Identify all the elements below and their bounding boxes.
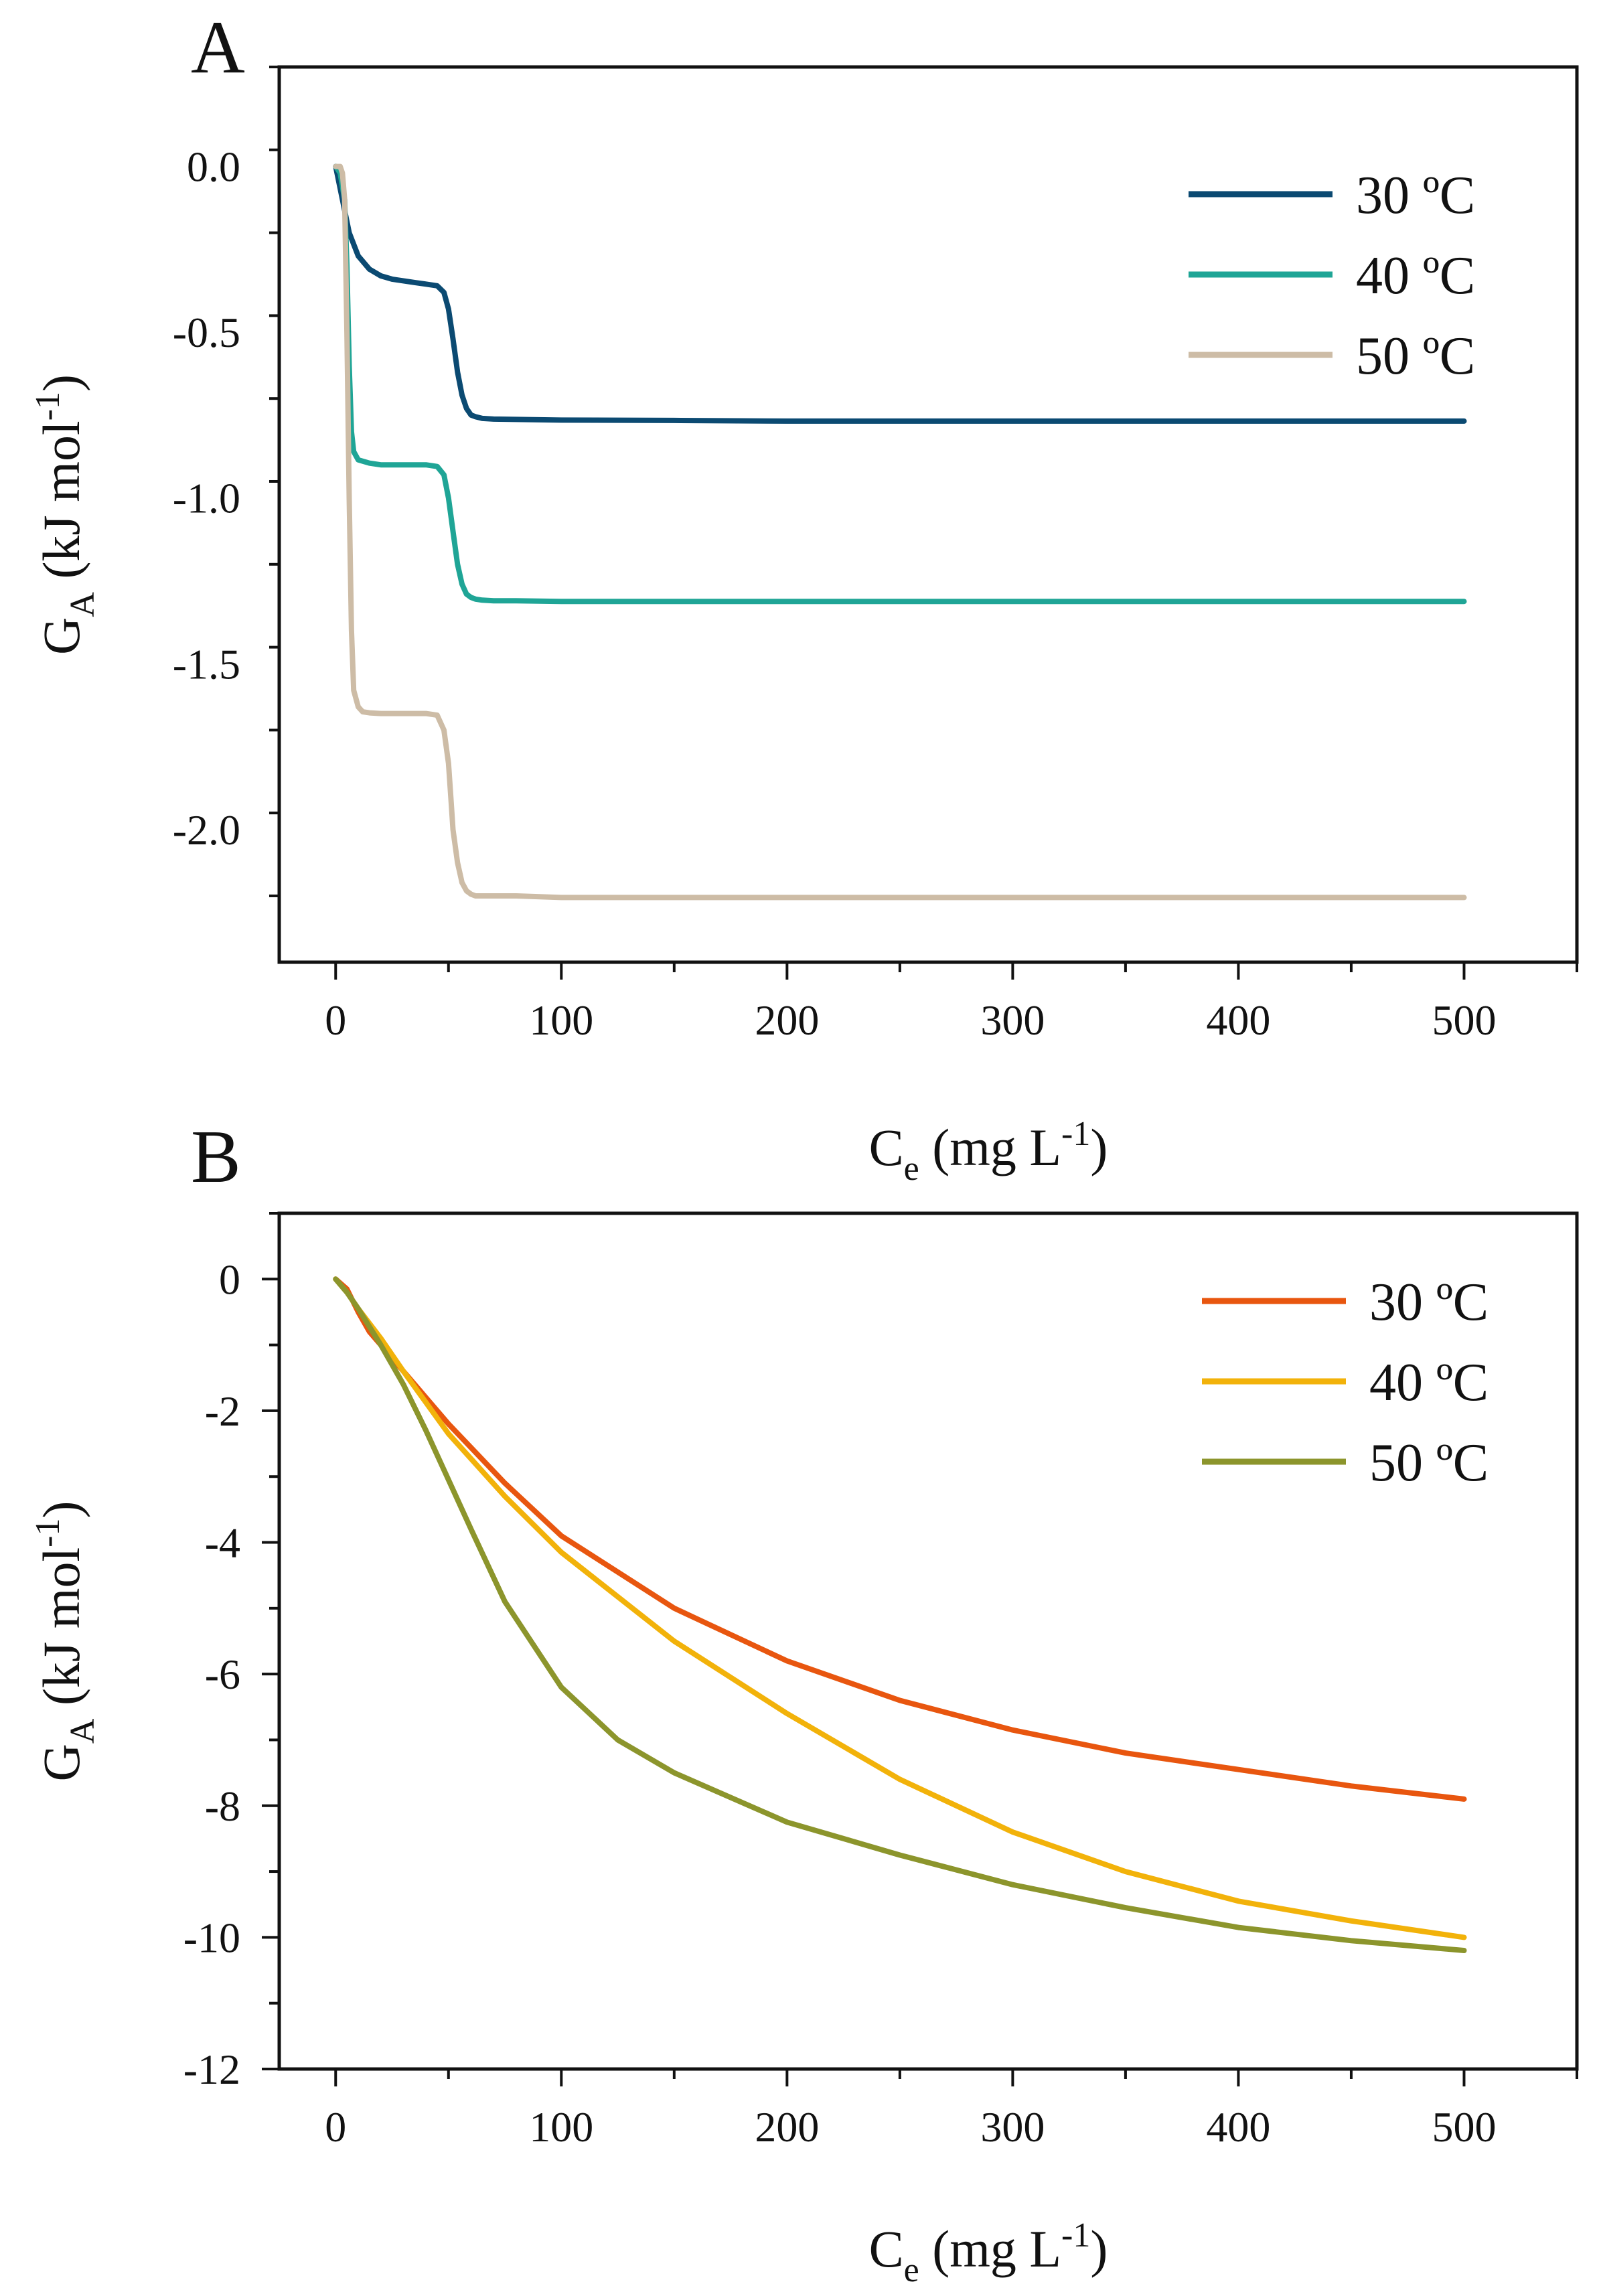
y-tick-label: -2.0	[173, 806, 240, 854]
series-line-1	[333, 163, 1467, 424]
plot-frame	[277, 1211, 1579, 2071]
panel-label: A	[191, 6, 245, 89]
series-line-1	[333, 1276, 1467, 1802]
legend-label-2: 40 ºC	[1369, 1353, 1489, 1412]
x-tick-label: 0	[325, 996, 346, 1044]
y-tick-label: -8	[205, 1782, 240, 1830]
x-axis-title: Ce (mg L-1)	[869, 2216, 1108, 2289]
legend-label-1: 30 ºC	[1369, 1273, 1489, 1332]
y-tick-label: 0.0	[187, 143, 240, 191]
x-tick-label: 300	[980, 996, 1045, 1044]
y-tick-label: -6	[205, 1651, 240, 1698]
x-tick-label: 500	[1432, 2103, 1496, 2151]
series-line-2	[333, 163, 1467, 605]
series-line-3	[333, 1276, 1467, 1953]
x-tick-label: 200	[755, 996, 819, 1044]
y-tick-label: -1.5	[173, 640, 240, 688]
x-tick-label: 0	[325, 2103, 346, 2151]
plot-frame	[277, 65, 1579, 964]
series-line-2	[333, 1276, 1467, 1940]
y-tick-label: -2	[205, 1387, 240, 1435]
x-tick-label: 400	[1206, 996, 1270, 1044]
y-tick-label: -12	[183, 2046, 240, 2093]
panel-b: B 0 100 200 300 400 500 0 -2 -4 -6 -8 -10 -12 Ce (mg L…	[29, 1116, 1579, 2289]
series-line-3	[333, 163, 1467, 901]
legend-label-2: 40 ºC	[1356, 246, 1475, 305]
y-tick-label: 0	[219, 1255, 240, 1303]
x-tick-label: 300	[980, 2103, 1045, 2151]
y-tick-label: -4	[205, 1519, 240, 1567]
y-axis-title: GA (kJ mol-1)	[29, 1501, 102, 1782]
panel-label: B	[191, 1116, 241, 1199]
legend-label-3: 50 ºC	[1369, 1434, 1489, 1493]
x-tick-label: 200	[755, 2103, 819, 2151]
y-tick-label: -0.5	[173, 309, 240, 356]
y-tick-label: -10	[183, 1914, 240, 1961]
x-tick-label: 500	[1432, 996, 1496, 1044]
legend-label-3: 50 ºC	[1356, 327, 1475, 386]
x-tick-label: 400	[1206, 2103, 1270, 2151]
legend-label-1: 30 ºC	[1356, 166, 1475, 225]
x-tick-label: 100	[529, 2103, 593, 2151]
x-tick-label: 100	[529, 996, 593, 1044]
panel-a: A 0 100 200 300 400 500 0.0 -0.5 -1.0 -1.5 -2.0 Ce (…	[29, 6, 1579, 1188]
x-axis-title: Ce (mg L-1)	[869, 1115, 1108, 1188]
y-axis-title: GA (kJ mol-1)	[29, 374, 102, 655]
y-tick-label: -1.0	[173, 475, 240, 522]
